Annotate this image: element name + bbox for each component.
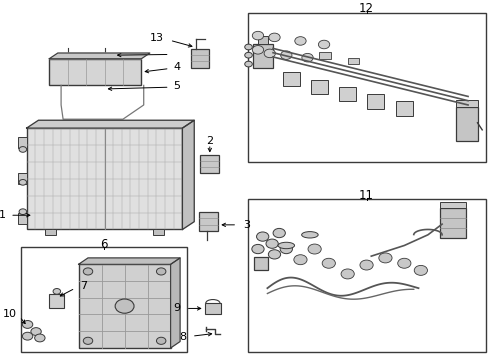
Bar xyxy=(368,94,385,108)
Circle shape xyxy=(245,52,252,58)
Circle shape xyxy=(398,258,411,268)
Circle shape xyxy=(281,51,292,59)
Text: 11: 11 xyxy=(359,189,374,202)
Bar xyxy=(191,49,209,68)
Circle shape xyxy=(257,232,269,241)
Circle shape xyxy=(295,37,306,45)
Circle shape xyxy=(19,147,26,152)
Circle shape xyxy=(23,320,33,328)
Text: 2: 2 xyxy=(206,136,213,145)
Ellipse shape xyxy=(278,242,294,249)
Circle shape xyxy=(273,228,285,238)
Polygon shape xyxy=(49,53,150,59)
Polygon shape xyxy=(26,120,194,128)
Circle shape xyxy=(266,239,278,248)
Circle shape xyxy=(414,265,427,275)
Circle shape xyxy=(252,31,264,40)
Circle shape xyxy=(156,337,166,345)
Bar xyxy=(258,36,269,45)
Circle shape xyxy=(294,255,307,265)
Polygon shape xyxy=(182,120,194,229)
Circle shape xyxy=(322,258,335,268)
Bar xyxy=(396,102,413,116)
Bar xyxy=(18,213,26,224)
Circle shape xyxy=(83,268,93,275)
Bar xyxy=(45,229,56,235)
Circle shape xyxy=(23,332,33,340)
Circle shape xyxy=(269,33,280,42)
Circle shape xyxy=(35,334,45,342)
Text: 12: 12 xyxy=(359,2,374,15)
Text: 8: 8 xyxy=(179,332,186,342)
Circle shape xyxy=(245,44,252,50)
Circle shape xyxy=(83,337,93,345)
Bar xyxy=(456,100,477,107)
Bar xyxy=(21,247,187,352)
Bar xyxy=(26,128,182,229)
Circle shape xyxy=(31,328,41,336)
Bar xyxy=(49,294,64,308)
Circle shape xyxy=(19,209,26,215)
Circle shape xyxy=(302,53,313,62)
Bar xyxy=(199,212,219,231)
Bar xyxy=(49,59,141,85)
Text: 7: 7 xyxy=(80,282,87,291)
Circle shape xyxy=(379,253,392,263)
Bar xyxy=(456,107,477,140)
Bar xyxy=(205,303,221,314)
Text: 13: 13 xyxy=(149,33,164,44)
Circle shape xyxy=(264,49,275,58)
Circle shape xyxy=(318,40,330,49)
Bar xyxy=(247,199,486,352)
Text: 4: 4 xyxy=(173,62,181,72)
Text: 5: 5 xyxy=(173,81,180,91)
Bar xyxy=(440,208,466,238)
Text: 6: 6 xyxy=(100,238,108,251)
Bar xyxy=(283,72,299,86)
Bar xyxy=(253,45,273,68)
Circle shape xyxy=(252,244,264,254)
Bar xyxy=(254,257,269,270)
Circle shape xyxy=(19,180,26,185)
Bar xyxy=(339,87,356,102)
Circle shape xyxy=(156,268,166,275)
Bar xyxy=(247,13,486,162)
Circle shape xyxy=(269,250,281,259)
Polygon shape xyxy=(78,258,180,264)
Bar xyxy=(348,58,360,64)
Bar xyxy=(153,229,165,235)
Circle shape xyxy=(308,244,321,254)
Circle shape xyxy=(252,46,264,54)
Circle shape xyxy=(360,260,373,270)
Circle shape xyxy=(280,244,293,254)
Ellipse shape xyxy=(302,231,318,238)
Circle shape xyxy=(115,299,134,313)
Circle shape xyxy=(53,288,61,294)
Polygon shape xyxy=(171,258,180,348)
Bar xyxy=(78,264,171,348)
Bar xyxy=(311,80,328,94)
Circle shape xyxy=(341,269,354,279)
Bar xyxy=(18,174,26,184)
Text: 10: 10 xyxy=(3,309,17,319)
Bar xyxy=(319,52,331,59)
Bar xyxy=(200,156,219,172)
Circle shape xyxy=(245,61,252,67)
Text: 9: 9 xyxy=(173,303,180,314)
Bar xyxy=(18,137,26,148)
Bar xyxy=(440,202,466,208)
Text: 1: 1 xyxy=(0,210,5,220)
Text: 3: 3 xyxy=(243,220,250,230)
